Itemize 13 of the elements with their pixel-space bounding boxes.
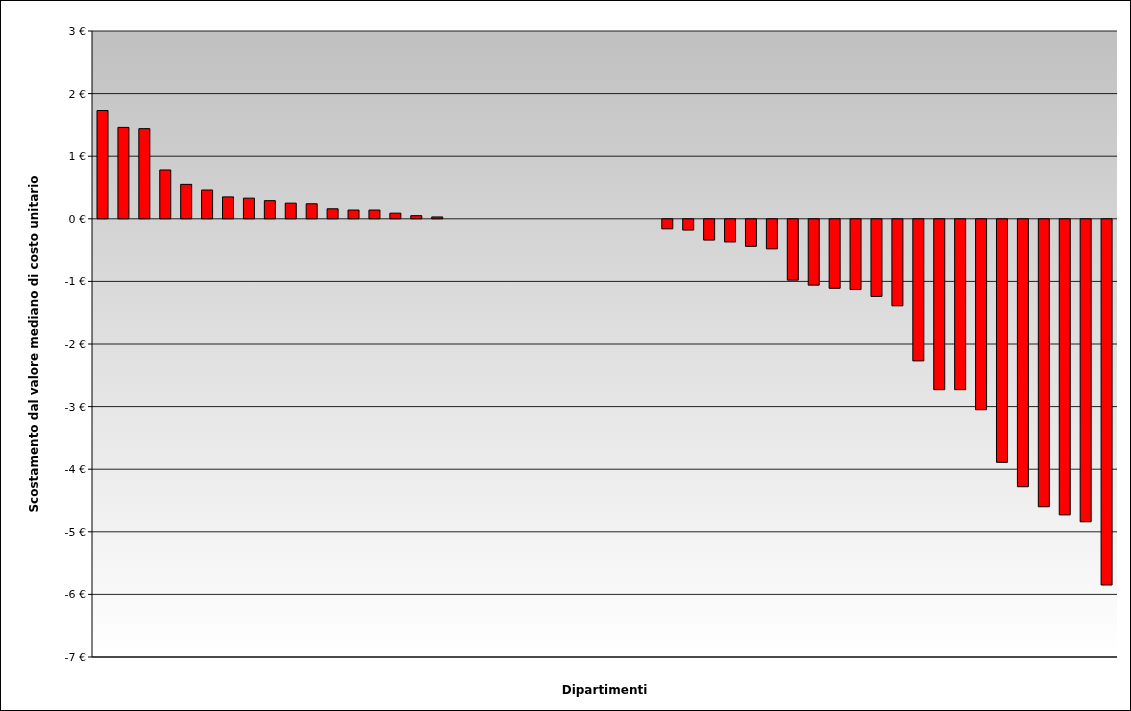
y-tick-label: 0 € [68,212,86,226]
y-tick-label: 1 € [68,150,86,164]
y-tick-label: 2 € [68,87,86,101]
y-tick-label: 3 € [68,24,86,38]
y-axis-title: Scostamento dal valore mediano di costo unitario [27,175,42,513]
y-tick-label: -1 € [64,275,86,289]
y-tick-label: -2 € [64,337,86,351]
x-axis-title: Dipartimenti [561,683,648,697]
y-tick-label: -6 € [64,588,86,602]
y-tick-label: -5 € [64,525,86,539]
y-tick-label: -7 € [64,650,86,664]
y-tick-label: -4 € [64,463,86,477]
y-tick-label: -3 € [64,400,86,414]
